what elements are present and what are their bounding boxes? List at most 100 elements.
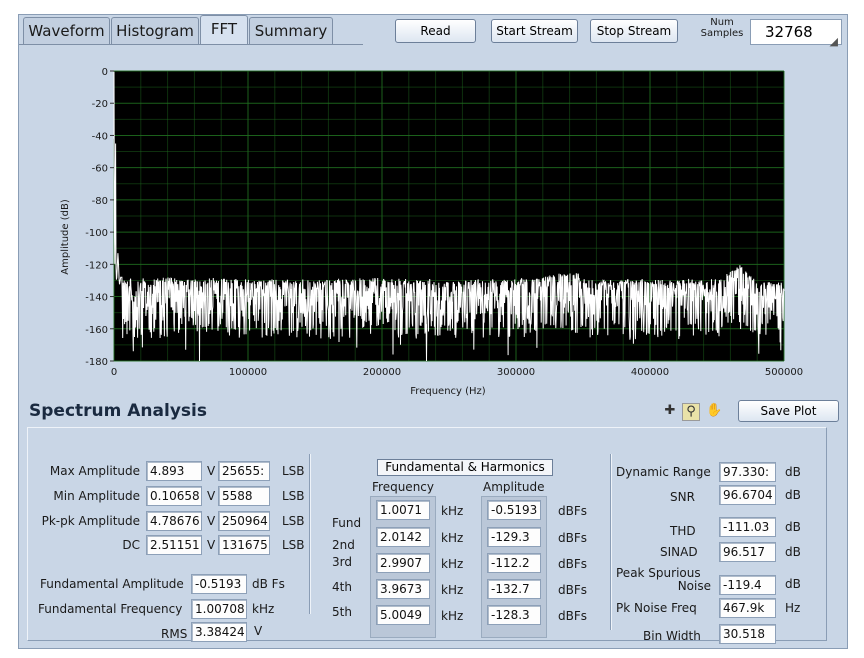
x-axis: 0 100000 200000 300000 400000 500000	[111, 367, 803, 378]
stop-stream-button[interactable]: Stop Stream	[590, 19, 678, 43]
harmonic-amplitude-value: -128.3	[487, 605, 541, 625]
pk-noise-freq-value: 467.9k	[719, 598, 776, 618]
lsb-unit: LSB	[282, 538, 305, 552]
fundamental-frequency-value: 1.00708	[191, 599, 247, 619]
amplitude-lsb-value: 5588	[218, 486, 270, 506]
right-divider	[610, 454, 612, 630]
y-tick-label: -80	[92, 196, 108, 207]
volts-unit: V	[207, 489, 216, 503]
tab-strip-divider	[19, 44, 363, 45]
fundamental-amplitude-label: Fundamental Amplitude	[40, 577, 184, 591]
lsb-unit: LSB	[282, 514, 305, 528]
frequency-unit: kHz	[441, 504, 464, 518]
snr-unit: dB	[785, 488, 801, 502]
peak-spurious-unit: dB	[785, 577, 801, 591]
num-samples-label-line2: Samples	[700, 28, 744, 39]
peak-spurious-label-line1: Peak Spurious	[616, 566, 701, 580]
rms-value: 3.38424	[191, 622, 247, 642]
peak-spurious-label-line2: Noise	[677, 579, 711, 593]
plot-tools: ✚ ⚲ ✋	[660, 401, 732, 421]
fundamental-harmonics-title: Fundamental & Harmonics	[377, 459, 553, 476]
amplitude-volts-value: 2.51151	[146, 535, 202, 555]
peak-spurious-value: -119.4	[719, 575, 776, 595]
y-tick-label: -120	[85, 260, 108, 271]
bin-width-label: Bin Width	[643, 629, 701, 643]
harmonic-name: 4th	[332, 580, 352, 594]
harmonic-amplitude-value: -132.7	[487, 579, 541, 599]
pan-hand-icon[interactable]: ✋	[706, 403, 723, 418]
lsb-unit: LSB	[282, 464, 305, 478]
fundamental-amplitude-unit: dB Fs	[252, 577, 285, 591]
thd-unit: dB	[785, 520, 801, 534]
peak-spurious-label: Peak Spurious Noise	[616, 567, 711, 593]
application-window: Waveform Histogram FFT Summary Read Star…	[18, 14, 848, 649]
frequency-unit: kHz	[441, 557, 464, 571]
harmonic-frequency-value: 5.0049	[376, 605, 430, 625]
snr-value: 96.6704	[719, 485, 776, 505]
x-axis-label: Frequency (Hz)	[410, 386, 486, 397]
num-samples-value: 32768	[765, 23, 813, 41]
amplitude-unit: dBFs	[558, 531, 588, 545]
x-tick-label: 300000	[497, 367, 535, 378]
tab-summary[interactable]: Summary	[249, 17, 333, 44]
tab-waveform[interactable]: Waveform	[23, 17, 110, 44]
frequency-unit: kHz	[441, 609, 464, 623]
tab-fft[interactable]: FFT	[200, 15, 248, 44]
x-tick-label: 0	[111, 367, 117, 378]
dynamic-range-unit: dB	[785, 465, 801, 479]
y-tick-label: -160	[85, 325, 108, 336]
sinad-label: SINAD	[660, 545, 698, 559]
left-divider	[309, 454, 311, 614]
amplitude-row-label: Max Amplitude	[49, 464, 140, 478]
harmonic-frequency-value: 1.0071	[376, 500, 430, 520]
tab-histogram[interactable]: Histogram	[111, 17, 199, 44]
read-button[interactable]: Read	[395, 19, 476, 43]
thd-value: -111.03	[719, 517, 776, 537]
amplitude-lsb-value: 250964	[218, 511, 270, 531]
y-tick-label: -140	[85, 293, 108, 304]
y-tick-label: -180	[85, 357, 108, 368]
amplitude-lsb-value: 131675	[218, 535, 270, 555]
amplitude-unit: dBFs	[558, 583, 588, 597]
harmonic-frequency-value: 2.9907	[376, 553, 430, 573]
fundamental-frequency-unit: kHz	[252, 602, 275, 616]
y-tick-label: 0	[102, 67, 108, 78]
rms-unit: V	[254, 624, 263, 638]
zoom-icon[interactable]: ⚲	[682, 403, 700, 421]
harmonic-name: 5th	[332, 605, 352, 619]
harmonic-frequency-value: 2.0142	[376, 527, 430, 547]
amplitude-row-label: Min Amplitude	[53, 489, 140, 503]
fft-trace	[113, 71, 785, 362]
num-samples-input[interactable]: 32768 ◢	[750, 19, 842, 48]
dropdown-arrow-icon[interactable]: ◢	[829, 35, 838, 48]
crosshair-icon[interactable]: ✚	[664, 403, 676, 418]
start-stream-button[interactable]: Start Stream	[491, 19, 578, 43]
amplitude-volts-value: 4.893	[146, 461, 202, 481]
harmonic-name: Fund	[332, 516, 362, 530]
y-tick-label: -40	[92, 131, 108, 142]
rms-label: RMS	[161, 627, 188, 641]
fft-plot[interactable]: 0 -20 -40 -60 -80 -100 -120 -140 -160 -180 0 10000…	[19, 45, 849, 401]
amplitude-header: Amplitude	[483, 480, 545, 494]
amplitude-row-label: DC	[122, 538, 140, 552]
spectrum-analysis-panel: Max Amplitude 4.893 V 25655: LSB Min Amplitud…	[27, 427, 827, 644]
volts-unit: V	[207, 464, 216, 478]
amplitude-unit: dBFs	[558, 504, 588, 518]
y-axis-label: Amplitude (dB)	[60, 199, 71, 275]
pk-noise-freq-unit: Hz	[785, 601, 801, 615]
save-plot-button[interactable]: Save Plot	[738, 400, 839, 422]
snr-label: SNR	[670, 490, 695, 504]
x-tick-label: 200000	[363, 367, 401, 378]
amplitude-unit: dBFs	[558, 609, 588, 623]
harmonic-name: 2nd	[332, 538, 355, 552]
num-samples-label: Num Samples	[695, 17, 749, 39]
dynamic-range-label: Dynamic Range	[616, 465, 711, 479]
harmonic-name: 3rd	[332, 555, 352, 569]
y-tick-label: -60	[92, 164, 108, 175]
dynamic-range-value: 97.330:	[719, 462, 776, 482]
y-tick-label: -100	[85, 228, 108, 239]
frequency-header: Frequency	[372, 480, 434, 494]
y-axis: 0 -20 -40 -60 -80 -100 -120 -140 -160 -180	[85, 67, 114, 368]
sinad-value: 96.517	[719, 542, 776, 562]
harmonic-frequency-value: 3.9673	[376, 579, 430, 599]
